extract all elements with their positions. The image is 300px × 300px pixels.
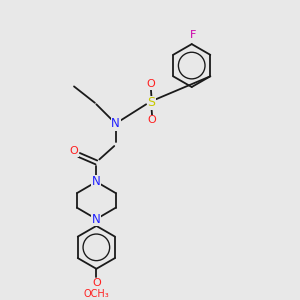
Text: O: O (70, 146, 78, 156)
Text: O: O (148, 115, 157, 125)
Text: F: F (190, 30, 196, 40)
Text: N: N (111, 117, 120, 130)
Text: O: O (146, 79, 155, 89)
Text: N: N (92, 212, 101, 226)
Text: O: O (92, 278, 101, 288)
Text: S: S (148, 96, 155, 109)
Text: OCH₃: OCH₃ (83, 289, 109, 299)
Text: N: N (92, 175, 101, 188)
